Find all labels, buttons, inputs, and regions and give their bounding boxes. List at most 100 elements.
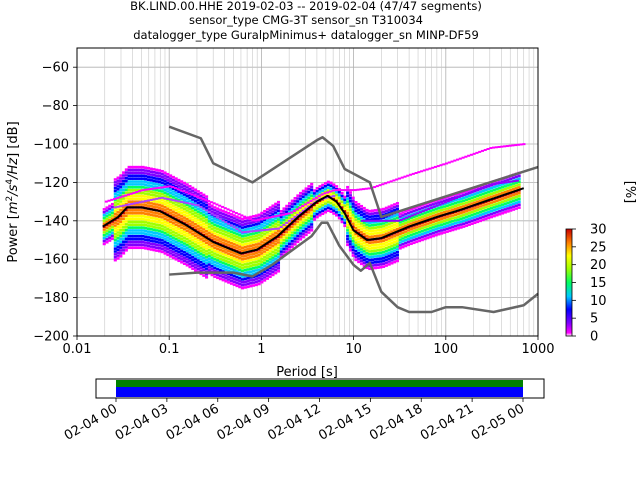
density-cell — [163, 180, 167, 183]
density-cell — [384, 244, 388, 247]
density-cell — [119, 234, 123, 238]
density-cell — [196, 227, 200, 231]
density-cell — [268, 229, 272, 232]
outlier-cell — [301, 205, 305, 208]
density-cell — [224, 222, 228, 225]
density-cell — [138, 234, 142, 238]
density-cell — [395, 259, 399, 263]
density-cell — [323, 202, 328, 205]
density-cell — [241, 260, 245, 264]
density-cell — [141, 180, 145, 183]
density-cell — [351, 219, 355, 223]
density-cell — [113, 224, 117, 227]
density-cell — [376, 223, 380, 226]
density-cell — [492, 185, 496, 189]
density-cell — [193, 197, 198, 200]
density-cell — [177, 233, 181, 237]
density-cell — [351, 254, 355, 257]
density-cell — [149, 245, 153, 248]
density-cell — [221, 229, 225, 233]
y-tick-label: −140 — [33, 214, 69, 229]
density-cell — [202, 202, 206, 205]
density-cell — [166, 172, 170, 176]
density-cell — [122, 188, 126, 192]
density-cell — [221, 221, 225, 224]
density-cell — [158, 238, 162, 241]
density-cell — [282, 218, 286, 222]
density-cell — [193, 251, 198, 255]
density-cell — [158, 229, 162, 233]
density-cell — [337, 202, 341, 206]
density-cell — [357, 225, 361, 229]
density-cell — [268, 214, 272, 218]
density-cell — [216, 262, 220, 265]
density-cell — [301, 235, 305, 239]
density-cell — [304, 230, 308, 234]
density-cell — [149, 167, 153, 171]
density-cell — [124, 223, 128, 226]
density-cell — [257, 230, 261, 234]
density-cell — [193, 199, 198, 203]
density-cell — [174, 214, 178, 218]
outlier-cell — [332, 195, 336, 198]
density-cell — [467, 194, 471, 198]
density-cell — [193, 248, 198, 252]
density-cell — [329, 184, 333, 188]
density-cell — [351, 222, 355, 226]
density-cell — [390, 221, 394, 225]
density-cell — [152, 242, 156, 246]
outlier-cell — [501, 181, 506, 184]
density-cell — [235, 252, 239, 256]
density-cell — [135, 203, 139, 206]
density-cell — [127, 211, 131, 215]
density-cell — [274, 211, 278, 214]
density-cell — [224, 259, 228, 263]
density-cell — [271, 218, 275, 222]
density-cell — [111, 234, 115, 238]
density-cell — [221, 252, 225, 256]
density-cell — [224, 254, 228, 257]
density-cell — [218, 237, 222, 240]
outlier-cell — [405, 216, 409, 219]
density-cell — [340, 194, 344, 198]
coverage-bar — [116, 387, 523, 397]
density-cell — [243, 260, 247, 263]
density-cell — [318, 196, 322, 200]
density-cell — [409, 222, 413, 225]
density-cell — [229, 264, 234, 268]
density-cell — [119, 208, 123, 212]
density-cell — [365, 214, 369, 218]
density-cell — [268, 255, 272, 258]
outlier-cell — [452, 198, 456, 201]
density-cell — [279, 235, 283, 239]
density-cell — [119, 197, 123, 200]
density-cell — [265, 219, 269, 223]
density-cell — [213, 252, 217, 255]
density-cell — [227, 229, 231, 232]
density-cell — [473, 215, 477, 219]
density-cell — [359, 227, 364, 231]
density-cell — [487, 190, 491, 194]
outlier-cell — [115, 197, 119, 200]
density-cell — [193, 217, 198, 220]
density-cell — [174, 229, 178, 232]
density-cell — [229, 250, 234, 254]
density-cell — [514, 184, 518, 187]
density-cell — [263, 212, 267, 216]
density-cell — [348, 205, 352, 209]
density-cell — [116, 245, 120, 249]
density-cell — [207, 257, 211, 261]
density-cell — [135, 211, 139, 215]
density-cell — [235, 224, 239, 227]
density-cell — [171, 247, 175, 251]
density-cell — [362, 209, 366, 213]
outlier-cell — [235, 227, 239, 230]
density-cell — [276, 232, 281, 236]
density-cell — [371, 212, 375, 215]
density-cell — [241, 232, 245, 235]
density-cell — [387, 242, 391, 246]
outlier-cell — [342, 189, 346, 192]
density-cell — [359, 248, 364, 251]
density-cell — [304, 219, 308, 222]
density-cell — [160, 224, 164, 228]
